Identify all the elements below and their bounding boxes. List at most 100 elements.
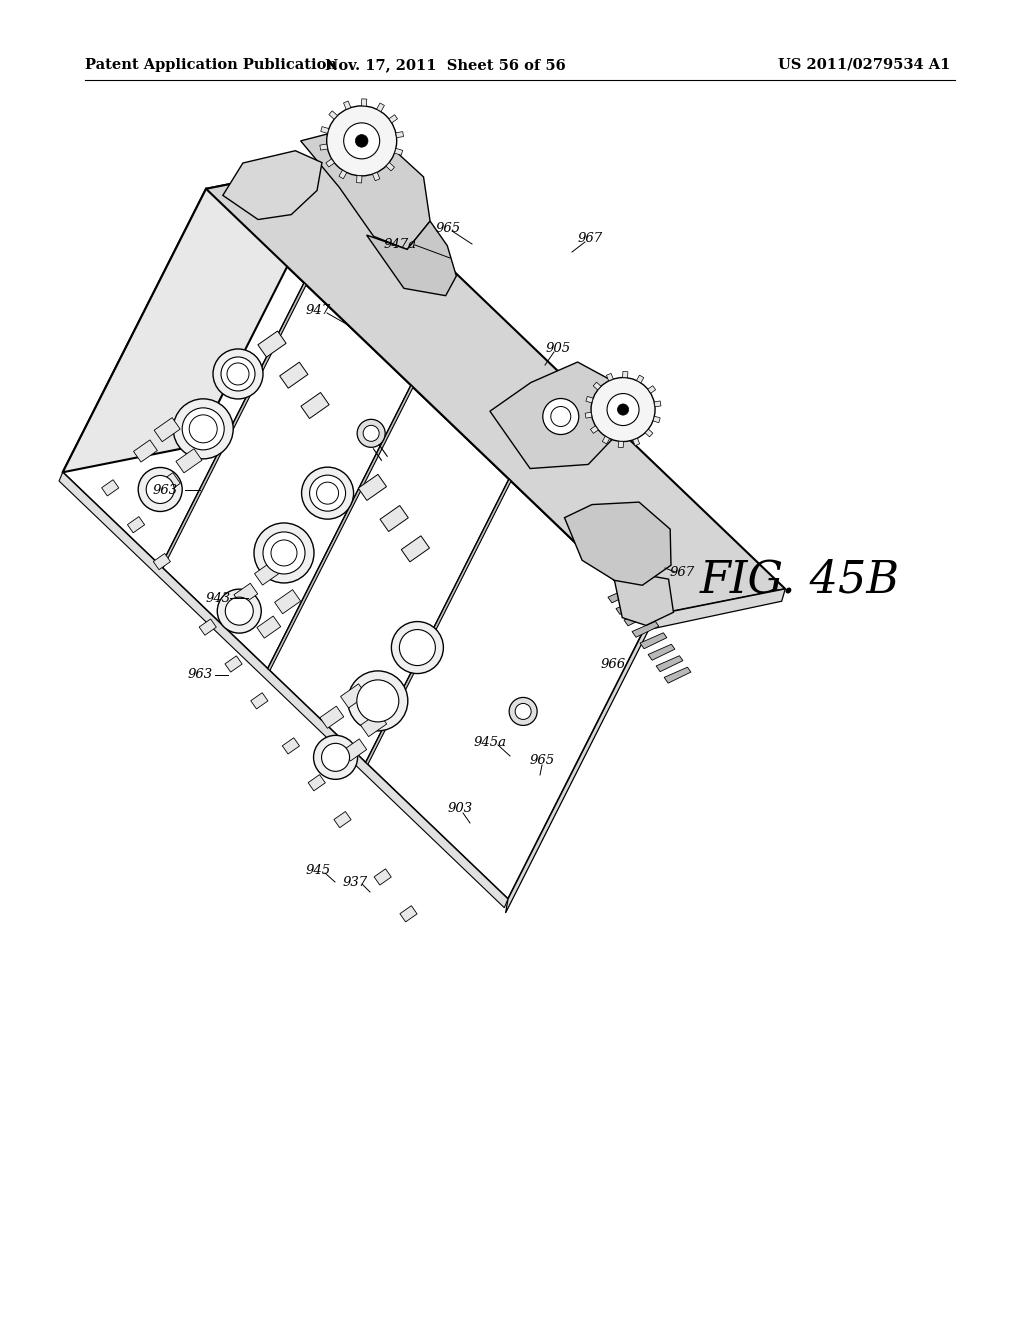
Circle shape xyxy=(263,532,305,574)
Polygon shape xyxy=(251,693,268,709)
Polygon shape xyxy=(157,473,180,495)
Polygon shape xyxy=(343,739,367,762)
Circle shape xyxy=(173,399,233,459)
Polygon shape xyxy=(564,502,671,585)
Circle shape xyxy=(189,414,217,442)
Circle shape xyxy=(225,597,253,626)
Polygon shape xyxy=(632,622,658,638)
Polygon shape xyxy=(653,416,660,422)
Polygon shape xyxy=(274,590,301,614)
Polygon shape xyxy=(257,616,281,638)
Polygon shape xyxy=(155,417,180,442)
Polygon shape xyxy=(394,148,402,156)
Circle shape xyxy=(327,106,396,176)
Polygon shape xyxy=(308,775,326,791)
Polygon shape xyxy=(161,282,306,569)
Text: 945a: 945a xyxy=(473,735,507,748)
Polygon shape xyxy=(389,115,397,123)
Polygon shape xyxy=(101,479,119,496)
Circle shape xyxy=(227,363,249,385)
Circle shape xyxy=(509,697,538,726)
Circle shape xyxy=(399,630,435,665)
Polygon shape xyxy=(343,102,351,110)
Polygon shape xyxy=(326,158,335,168)
Polygon shape xyxy=(206,162,785,615)
Text: 965: 965 xyxy=(529,754,555,767)
Polygon shape xyxy=(616,598,643,614)
Polygon shape xyxy=(225,656,242,672)
Polygon shape xyxy=(329,111,338,119)
Polygon shape xyxy=(356,176,362,183)
Circle shape xyxy=(313,735,357,779)
Polygon shape xyxy=(623,371,628,378)
Circle shape xyxy=(217,589,261,634)
Text: 937: 937 xyxy=(342,875,368,888)
Text: 966: 966 xyxy=(600,659,626,672)
Polygon shape xyxy=(321,127,329,133)
Polygon shape xyxy=(606,374,613,381)
Polygon shape xyxy=(258,331,286,358)
Text: 967: 967 xyxy=(670,565,694,578)
Polygon shape xyxy=(267,385,413,671)
Text: Nov. 17, 2011  Sheet 56 of 56: Nov. 17, 2011 Sheet 56 of 56 xyxy=(325,58,565,73)
Circle shape xyxy=(146,475,174,503)
Text: 967: 967 xyxy=(578,231,602,244)
Polygon shape xyxy=(654,401,660,407)
Polygon shape xyxy=(633,438,640,446)
Polygon shape xyxy=(255,561,281,585)
Text: 963: 963 xyxy=(153,483,177,496)
Polygon shape xyxy=(656,656,683,672)
Circle shape xyxy=(221,356,255,391)
Polygon shape xyxy=(374,869,391,884)
Polygon shape xyxy=(154,553,170,570)
Polygon shape xyxy=(361,99,367,106)
Polygon shape xyxy=(591,426,598,433)
Polygon shape xyxy=(62,162,340,473)
Circle shape xyxy=(607,393,639,425)
Polygon shape xyxy=(386,162,394,170)
Text: 905: 905 xyxy=(546,342,570,355)
Text: 947: 947 xyxy=(305,304,331,317)
Polygon shape xyxy=(360,713,387,737)
Polygon shape xyxy=(301,131,430,249)
Polygon shape xyxy=(233,583,258,606)
Circle shape xyxy=(551,407,570,426)
Text: FIG. 45B: FIG. 45B xyxy=(700,558,900,602)
Circle shape xyxy=(543,399,579,434)
Text: 963: 963 xyxy=(187,668,213,681)
Polygon shape xyxy=(366,479,511,764)
Circle shape xyxy=(348,671,408,731)
Polygon shape xyxy=(341,684,367,708)
Circle shape xyxy=(302,467,353,519)
Polygon shape xyxy=(127,516,144,533)
Text: US 2011/0279534 A1: US 2011/0279534 A1 xyxy=(777,58,950,73)
Circle shape xyxy=(355,135,368,147)
Polygon shape xyxy=(585,412,592,418)
Polygon shape xyxy=(133,440,158,462)
Polygon shape xyxy=(614,574,674,626)
Polygon shape xyxy=(618,441,624,447)
Polygon shape xyxy=(319,144,328,150)
Polygon shape xyxy=(62,189,651,899)
Polygon shape xyxy=(608,587,635,603)
Polygon shape xyxy=(586,396,593,403)
Polygon shape xyxy=(401,536,429,562)
Polygon shape xyxy=(380,506,409,532)
Circle shape xyxy=(213,348,263,399)
Text: 943: 943 xyxy=(206,591,230,605)
Polygon shape xyxy=(334,812,351,828)
Circle shape xyxy=(364,425,379,441)
Polygon shape xyxy=(319,706,344,729)
Polygon shape xyxy=(648,644,675,660)
Circle shape xyxy=(254,523,314,583)
Polygon shape xyxy=(377,103,384,112)
Text: 947a: 947a xyxy=(384,239,417,252)
Polygon shape xyxy=(593,383,601,389)
Polygon shape xyxy=(280,362,308,388)
Circle shape xyxy=(617,404,629,416)
Polygon shape xyxy=(176,449,202,473)
Polygon shape xyxy=(624,610,651,626)
Polygon shape xyxy=(301,392,329,418)
Polygon shape xyxy=(648,385,655,393)
Circle shape xyxy=(322,743,349,771)
